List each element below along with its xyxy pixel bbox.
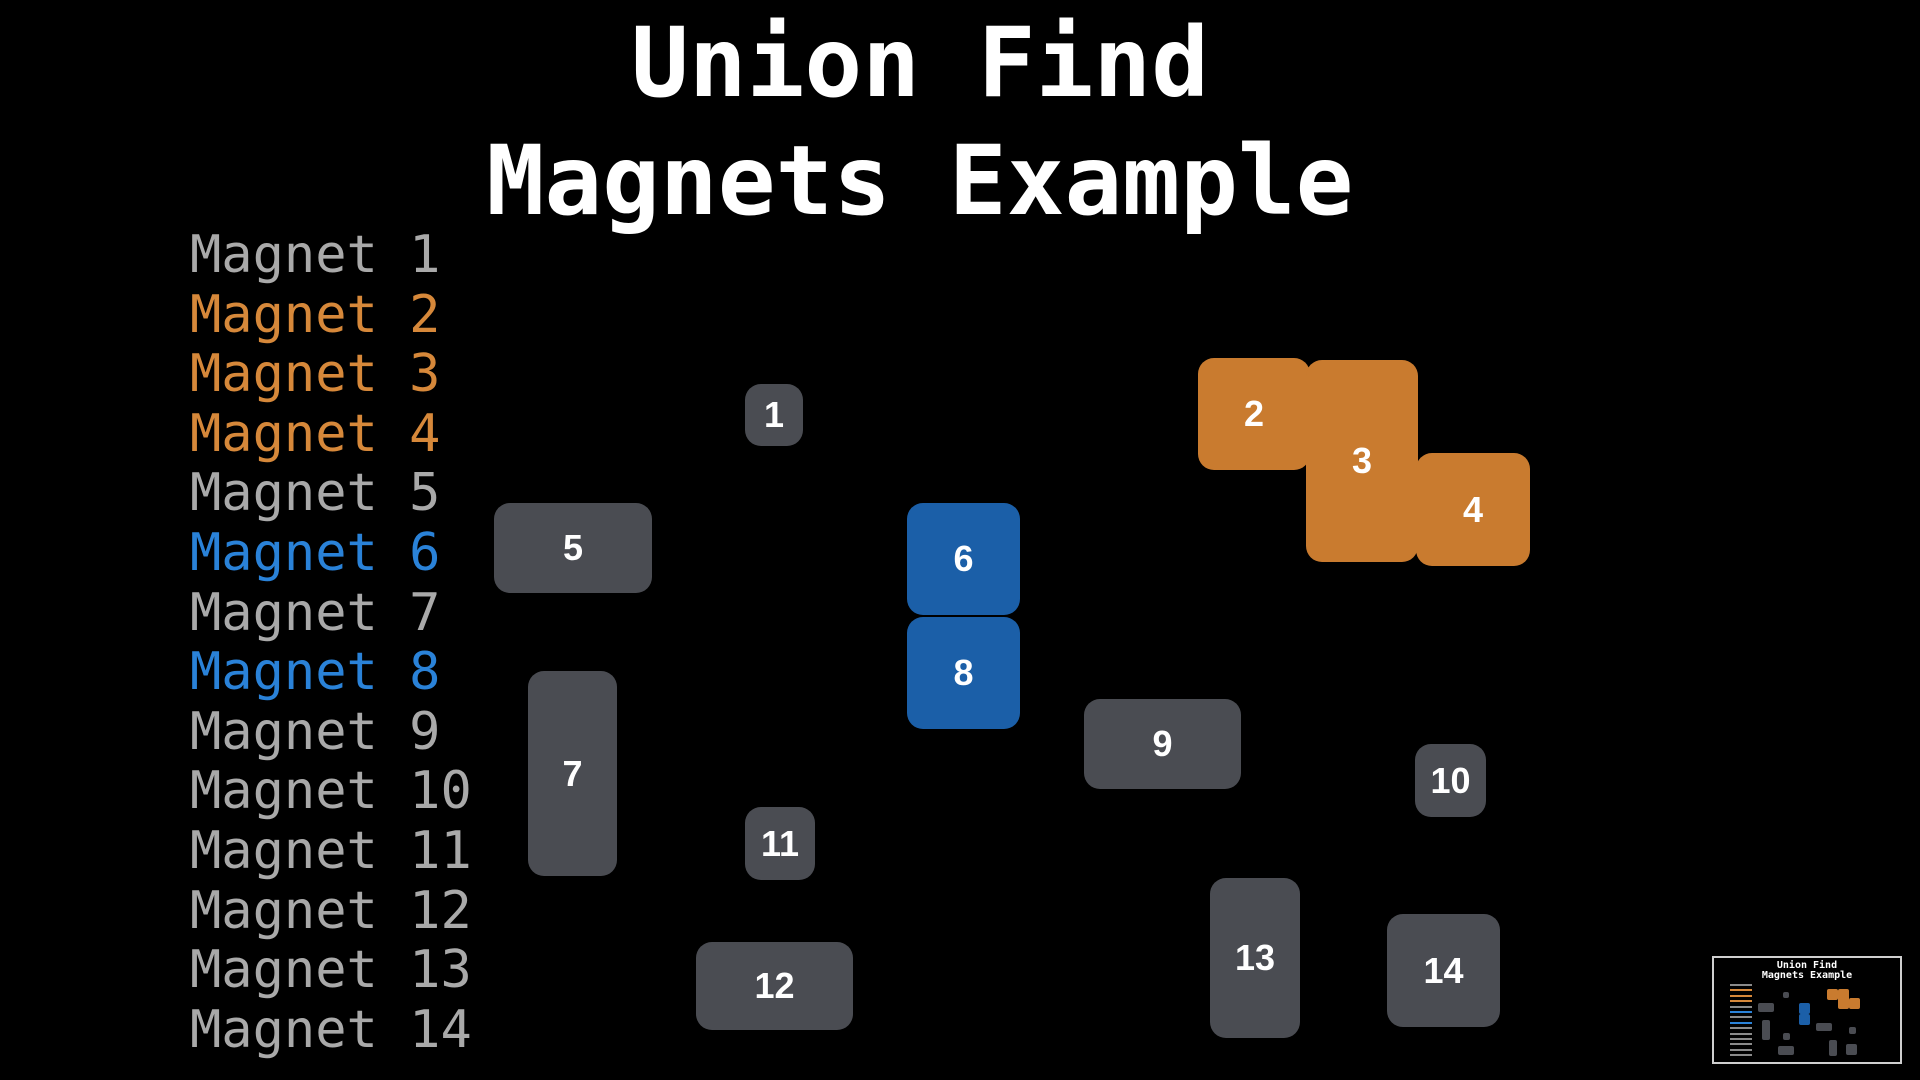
thumbnail-legend-line xyxy=(1730,984,1752,986)
magnet-10[interactable]: 10 xyxy=(1415,744,1486,817)
title-line-2: Magnets Example xyxy=(486,125,1354,237)
magnet-label: 10 xyxy=(1430,759,1471,801)
magnet-label: 12 xyxy=(754,965,795,1006)
thumbnail-legend-line xyxy=(1730,1054,1752,1057)
legend-item-magnet-13: Magnet 13 xyxy=(190,940,472,1001)
magnet-label: 3 xyxy=(1351,440,1373,481)
magnet-12[interactable]: 12 xyxy=(696,942,853,1030)
legend-item-magnet-4: Magnet 4 xyxy=(190,403,441,464)
thumbnail-magnet xyxy=(1828,1040,1838,1056)
thumbnail-magnet xyxy=(1798,1014,1810,1026)
slide-thumbnail[interactable]: Union Find Magnets Example xyxy=(1712,956,1902,1064)
thumbnail-magnet xyxy=(1783,991,1789,998)
magnet-label: 4 xyxy=(1462,488,1484,530)
magnet-6[interactable]: 6 xyxy=(907,503,1020,615)
magnet-label: 6 xyxy=(953,538,974,579)
thumbnail-legend-line xyxy=(1730,1032,1752,1035)
thumbnail-magnet xyxy=(1816,1022,1832,1032)
legend-item-magnet-3: Magnet 3 xyxy=(190,344,441,405)
legend-item-magnet-1: Magnet 1 xyxy=(190,225,441,285)
magnet-2[interactable]: 2 xyxy=(1198,358,1310,470)
thumbnail-magnet xyxy=(1783,1033,1790,1041)
magnet-label: 5 xyxy=(562,527,584,568)
thumbnail-legend-line xyxy=(1730,1038,1752,1040)
magnet-8[interactable]: 8 xyxy=(907,617,1020,729)
magnet-7[interactable]: 7 xyxy=(528,671,617,876)
thumbnail-title-line-2: Magnets Example xyxy=(1761,970,1853,981)
magnet-label: 13 xyxy=(1234,937,1276,978)
magnet-label: 11 xyxy=(760,822,800,864)
title-line-1: Union Find xyxy=(631,7,1209,119)
legend-item-magnet-8: Magnet 8 xyxy=(190,642,441,703)
legend-item-magnet-7: Magnet 7 xyxy=(190,582,441,643)
thumbnail-legend-line xyxy=(1730,1021,1752,1024)
legend-item-magnet-12: Magnet 12 xyxy=(190,880,472,941)
magnet-1[interactable]: 1 xyxy=(745,384,803,446)
thumbnail-magnet xyxy=(1778,1046,1794,1055)
magnet-9[interactable]: 9 xyxy=(1084,699,1241,789)
magnet-label: 9 xyxy=(1152,723,1173,764)
magnet-3[interactable]: 3 xyxy=(1306,360,1418,562)
thumbnail-magnet xyxy=(1845,1043,1857,1055)
thumbnail-magnet xyxy=(1827,989,1839,1001)
thumbnail-title-line-1: Union Find xyxy=(1776,960,1838,971)
thumbnail-magnet xyxy=(1761,1019,1771,1040)
thumbnail-legend-line xyxy=(1730,1048,1752,1051)
thumbnail-magnet xyxy=(1798,1003,1810,1015)
thumbnail-legend-line xyxy=(1730,989,1752,992)
thumbnail-magnet xyxy=(1758,1003,1774,1013)
magnet-4[interactable]: 4 xyxy=(1416,453,1530,566)
thumbnail-legend-line xyxy=(1730,1027,1752,1030)
magnet-14[interactable]: 14 xyxy=(1387,914,1500,1027)
thumbnail-legend-line xyxy=(1730,1000,1752,1003)
thumbnail-legend-line xyxy=(1730,1005,1752,1008)
thumbnail-magnet xyxy=(1848,1026,1856,1035)
legend-item-magnet-10: Magnet 10 xyxy=(190,761,472,822)
thumbnail-legend-line xyxy=(1730,1043,1752,1046)
magnet-11[interactable]: 11 xyxy=(745,807,815,880)
legend-item-magnet-11: Magnet 11 xyxy=(190,820,472,881)
magnet-label: 1 xyxy=(763,394,785,435)
thumbnail-legend-line xyxy=(1730,1011,1752,1013)
legend-item-magnet-14: Magnet 14 xyxy=(190,999,472,1060)
magnet-label: 7 xyxy=(562,752,583,794)
thumbnail-legend-line xyxy=(1730,1016,1752,1019)
magnet-5[interactable]: 5 xyxy=(494,503,652,593)
magnet-legend: Magnet 1 Magnet 2 Magnet 3 Magnet 4 Magnet 5… xyxy=(190,225,472,1060)
thumbnail-magnet xyxy=(1848,998,1860,1010)
thumbnail-legend-line xyxy=(1730,994,1752,997)
magnet-label: 14 xyxy=(1423,949,1464,991)
magnet-label: 2 xyxy=(1243,393,1265,434)
legend-item-magnet-2: Magnet 2 xyxy=(190,284,441,345)
magnet-label: 8 xyxy=(953,652,974,693)
thumbnail-magnet xyxy=(1837,989,1849,1010)
magnet-13[interactable]: 13 xyxy=(1210,878,1300,1038)
legend-item-magnet-9: Magnet 9 xyxy=(190,701,441,762)
legend-item-magnet-5: Magnet 5 xyxy=(190,463,441,524)
legend-item-magnet-6: Magnet 6 xyxy=(190,522,441,583)
